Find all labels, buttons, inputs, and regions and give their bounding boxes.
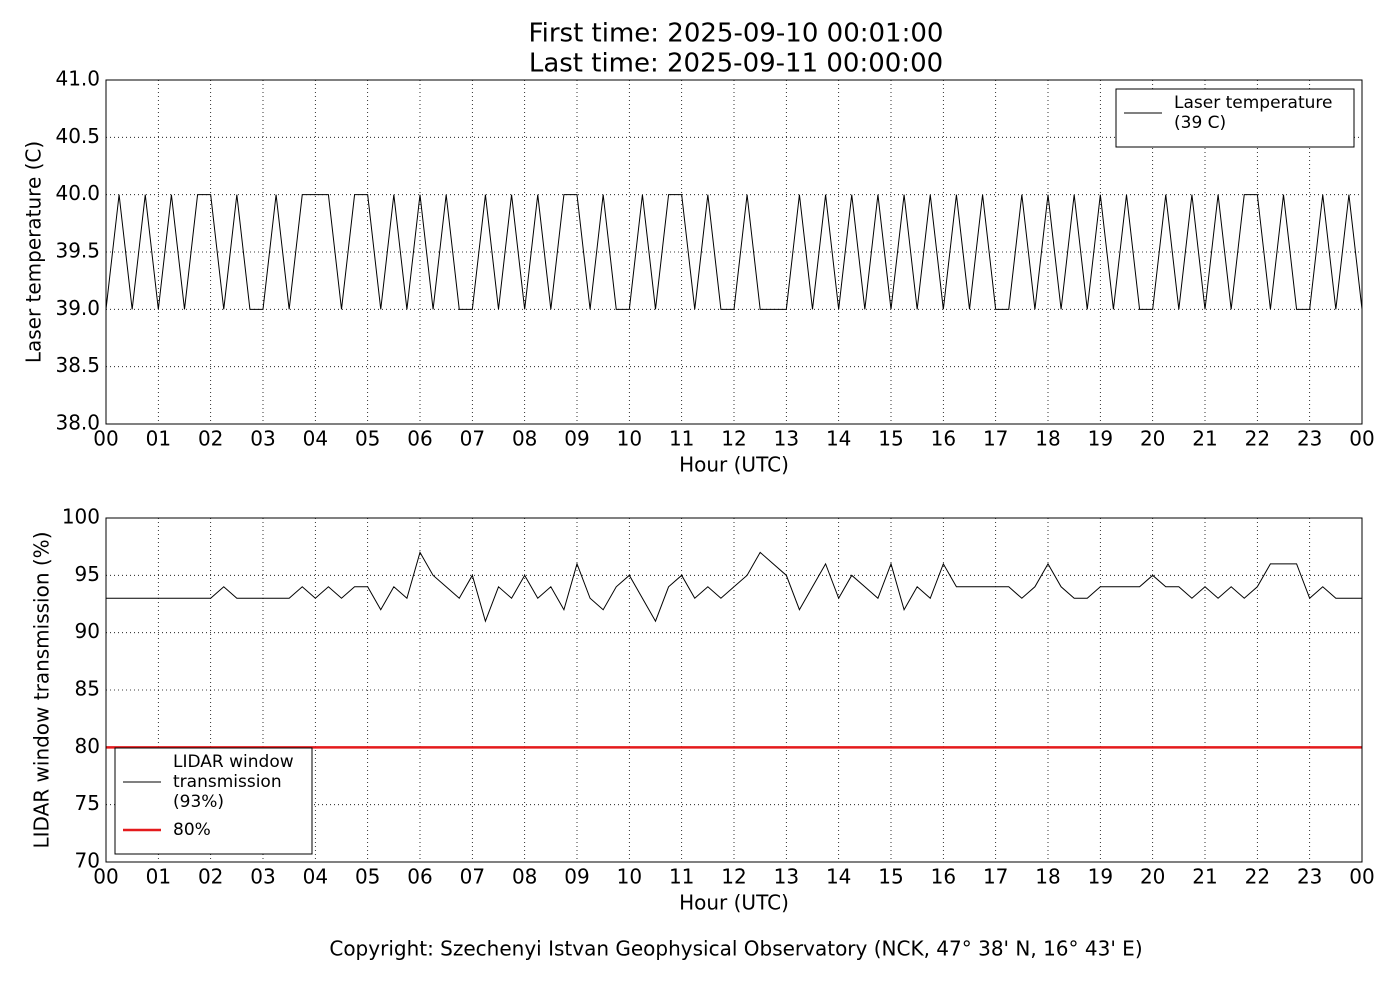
x-tick-label: 07 xyxy=(460,427,485,451)
x-tick-label: 13 xyxy=(774,865,799,889)
y-axis-label: LIDAR window transmission (%) xyxy=(30,532,54,849)
footer: Copyright: Szechenyi Istvan Geophysical … xyxy=(329,937,1142,961)
x-tick-label: 12 xyxy=(721,865,746,889)
x-axis-label: Hour (UTC) xyxy=(679,891,789,915)
x-tick-label: 22 xyxy=(1245,865,1270,889)
x-tick-label: 22 xyxy=(1245,427,1270,451)
x-tick-label: 02 xyxy=(198,865,223,889)
x-tick-label: 10 xyxy=(617,865,642,889)
x-tick-label: 19 xyxy=(1088,865,1113,889)
series-line xyxy=(105,194,1363,310)
x-tick-label: 11 xyxy=(669,865,694,889)
x-tick-label: 08 xyxy=(512,865,537,889)
x-tick-label: 00 xyxy=(1349,865,1374,889)
y-axis-label: Laser temperature (C) xyxy=(22,141,46,363)
title: First time: 2025-09-10 00:01:00 xyxy=(529,19,944,49)
legend-label: Laser temperature (39 C) xyxy=(1174,93,1332,133)
x-tick-label: 17 xyxy=(983,427,1008,451)
x-tick-label: 20 xyxy=(1140,427,1165,451)
y-tick-label: 38.0 xyxy=(55,411,100,435)
x-tick-label: 06 xyxy=(407,865,432,889)
x-tick-label: 20 xyxy=(1140,865,1165,889)
y-tick-label: 40.0 xyxy=(55,181,100,205)
x-tick-label: 19 xyxy=(1088,427,1113,451)
x-tick-label: 02 xyxy=(198,427,223,451)
x-tick-label: 06 xyxy=(407,427,432,451)
y-tick-label: 39.0 xyxy=(55,296,100,320)
legend-box xyxy=(114,747,313,855)
y-tick-label: 90 xyxy=(75,619,100,643)
plot-frame xyxy=(105,517,1363,863)
x-tick-label: 16 xyxy=(931,427,956,451)
x-tick-label: 09 xyxy=(564,427,589,451)
x-tick-label: 05 xyxy=(355,427,380,451)
x-tick-label: 15 xyxy=(878,865,903,889)
x-tick-label: 01 xyxy=(146,427,171,451)
y-tick-label: 95 xyxy=(75,562,100,586)
x-tick-label: 04 xyxy=(303,865,328,889)
y-tick-label: 40.5 xyxy=(55,124,100,148)
y-tick-label: 41.0 xyxy=(55,67,100,91)
x-tick-label: 23 xyxy=(1297,427,1322,451)
x-tick-label: 16 xyxy=(931,865,956,889)
x-tick-label: 00 xyxy=(93,865,118,889)
x-tick-label: 01 xyxy=(146,865,171,889)
y-tick-label: 39.5 xyxy=(55,239,100,263)
y-tick-label: 70 xyxy=(75,849,100,873)
x-tick-label: 17 xyxy=(983,865,1008,889)
x-tick-label: 23 xyxy=(1297,865,1322,889)
x-tick-label: 04 xyxy=(303,427,328,451)
subtitle: Last time: 2025-09-11 00:00:00 xyxy=(529,49,943,79)
x-tick-label: 13 xyxy=(774,427,799,451)
legend-label: 80% xyxy=(173,820,211,840)
legend-box xyxy=(1115,88,1355,148)
x-tick-label: 03 xyxy=(250,427,275,451)
x-tick-label: 07 xyxy=(460,865,485,889)
series-line xyxy=(106,551,1362,623)
x-tick-label: 08 xyxy=(512,427,537,451)
y-tick-label: 38.5 xyxy=(55,353,100,377)
x-tick-label: 00 xyxy=(93,427,118,451)
x-tick-label: 05 xyxy=(355,865,380,889)
legend-label: LIDAR window transmission (93%) xyxy=(173,752,294,812)
y-tick-label: 80 xyxy=(75,734,100,758)
x-tick-label: 14 xyxy=(826,427,851,451)
x-tick-label: 12 xyxy=(721,427,746,451)
x-tick-label: 03 xyxy=(250,865,275,889)
x-tick-label: 18 xyxy=(1035,865,1060,889)
y-tick-label: 100 xyxy=(62,505,100,529)
x-tick-label: 21 xyxy=(1192,865,1217,889)
x-tick-label: 00 xyxy=(1349,427,1374,451)
x-tick-label: 09 xyxy=(564,865,589,889)
x-tick-label: 14 xyxy=(826,865,851,889)
x-tick-label: 21 xyxy=(1192,427,1217,451)
y-tick-label: 75 xyxy=(75,791,100,815)
x-axis-label: Hour (UTC) xyxy=(679,453,789,477)
x-tick-label: 18 xyxy=(1035,427,1060,451)
plot-frame xyxy=(105,79,1363,425)
x-tick-label: 11 xyxy=(669,427,694,451)
x-tick-label: 10 xyxy=(617,427,642,451)
y-tick-label: 85 xyxy=(75,677,100,701)
x-tick-label: 15 xyxy=(878,427,903,451)
